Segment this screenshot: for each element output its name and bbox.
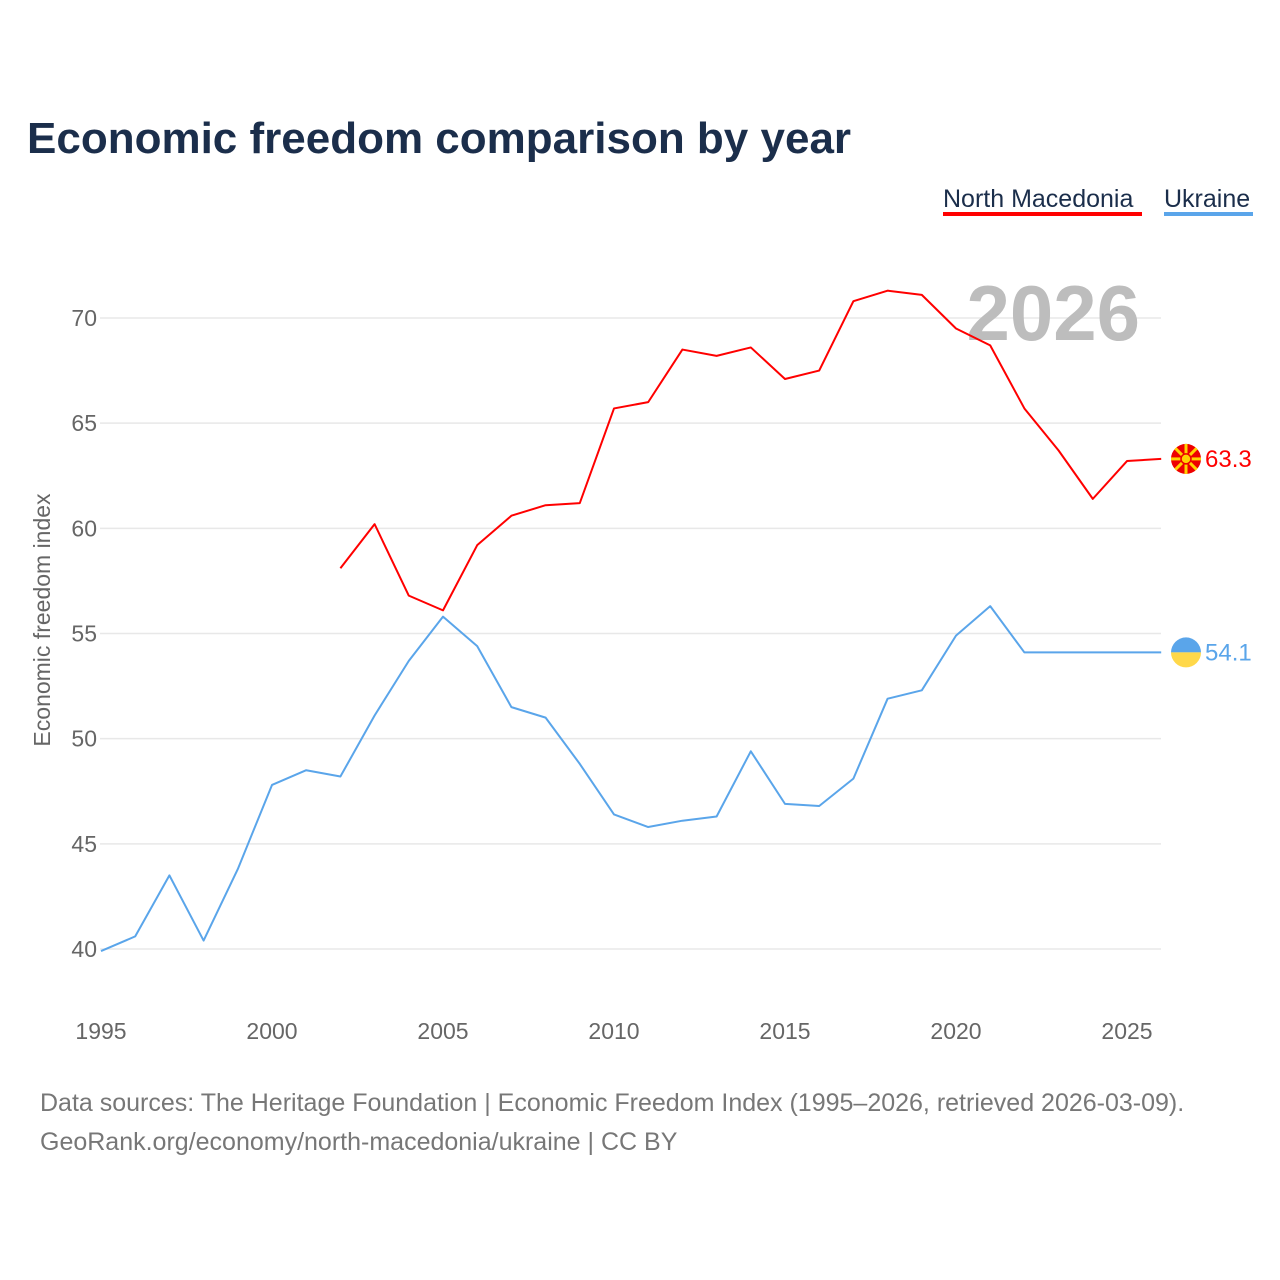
- north-macedonia-flag-icon: [1171, 443, 1201, 474]
- data-point: [885, 288, 891, 294]
- data-point: [919, 292, 925, 298]
- legend-label[interactable]: Ukraine: [1164, 185, 1250, 213]
- x-tick-label: 2005: [417, 1018, 468, 1044]
- data-point: [474, 643, 480, 649]
- data-point: [1124, 458, 1130, 464]
- series-line-0: [339, 289, 1162, 612]
- data-point: [782, 376, 788, 382]
- data-point: [1124, 649, 1130, 655]
- data-point: [543, 715, 549, 721]
- data-point: [1158, 649, 1164, 655]
- x-tick-label: 2025: [1101, 1018, 1152, 1044]
- series-line-1: [100, 605, 1162, 953]
- data-point: [645, 399, 651, 405]
- data-point: [885, 696, 891, 702]
- end-value-label: 54.1: [1205, 639, 1252, 666]
- gridlines: 40 45 50 55 60 65 70 1995 2000 2005 2010 2015 2020 20…: [71, 305, 1161, 1044]
- data-point: [372, 713, 378, 719]
- data-point: [714, 353, 720, 359]
- data-point: [714, 813, 720, 819]
- legend-item-1[interactable]: Ukraine: [1164, 185, 1253, 216]
- data-point: [98, 948, 104, 954]
- data-point: [1090, 496, 1096, 502]
- data-point: [748, 748, 754, 754]
- data-point: [201, 938, 207, 944]
- data-point: [953, 633, 959, 639]
- data-point: [611, 405, 617, 411]
- data-point: [303, 767, 309, 773]
- data-point: [508, 513, 514, 519]
- x-tick-label: 2020: [930, 1018, 981, 1044]
- data-point: [406, 658, 412, 664]
- data-point: [816, 368, 822, 374]
- data-point: [1090, 649, 1096, 655]
- chart-title: Economic freedom comparison by year: [27, 114, 851, 163]
- series-group: 63.3 54.1: [98, 288, 1252, 954]
- legend[interactable]: North Macedonia Ukraine: [943, 185, 1253, 216]
- data-point: [1158, 456, 1164, 462]
- y-tick-label: 45: [71, 831, 97, 857]
- y-tick-label: 70: [71, 305, 97, 331]
- source-line-2[interactable]: GeoRank.org/economy/north-macedonia/ukra…: [40, 1128, 678, 1156]
- y-tick-label: 60: [71, 515, 97, 541]
- data-point: [679, 818, 685, 824]
- y-tick-label: 65: [71, 410, 97, 436]
- data-point: [645, 824, 651, 830]
- data-point: [474, 542, 480, 548]
- x-tick-label: 2000: [246, 1018, 297, 1044]
- data-point: [816, 803, 822, 809]
- data-point: [850, 298, 856, 304]
- ukraine-flag-icon: [1171, 637, 1201, 668]
- data-point: [337, 774, 343, 780]
- data-point: [748, 344, 754, 350]
- x-tick-label: 2015: [759, 1018, 810, 1044]
- data-point: [543, 502, 549, 508]
- x-tick-label: 2010: [588, 1018, 639, 1044]
- data-point: [1056, 649, 1062, 655]
- data-point: [440, 614, 446, 620]
- data-point: [782, 801, 788, 807]
- data-point: [1056, 448, 1062, 454]
- data-point: [372, 521, 378, 527]
- end-value-label: 63.3: [1205, 446, 1252, 473]
- data-point: [577, 500, 583, 506]
- data-point: [577, 761, 583, 767]
- data-point: [987, 342, 993, 348]
- data-point: [919, 687, 925, 693]
- data-point: [337, 565, 343, 571]
- data-point: [406, 593, 412, 599]
- data-point: [1021, 649, 1027, 655]
- data-point: [132, 933, 138, 939]
- source-line-1: Data sources: The Heritage Foundation | …: [40, 1089, 1184, 1117]
- data-point: [269, 782, 275, 788]
- legend-label[interactable]: North Macedonia: [943, 185, 1133, 213]
- data-point: [679, 347, 685, 353]
- data-point: [1021, 405, 1027, 411]
- data-point: [235, 866, 241, 872]
- y-axis-label: Economic freedom index: [29, 493, 55, 747]
- y-tick-label: 40: [71, 936, 97, 962]
- y-tick-label: 55: [71, 621, 97, 647]
- x-tick-label: 1995: [75, 1018, 126, 1044]
- data-point: [508, 704, 514, 710]
- data-point: [440, 607, 446, 613]
- legend-item-0[interactable]: North Macedonia: [943, 185, 1142, 216]
- data-point: [611, 811, 617, 817]
- data-point: [166, 872, 172, 878]
- y-tick-label: 50: [71, 726, 97, 752]
- data-point: [953, 326, 959, 332]
- data-point: [850, 776, 856, 782]
- year-label: 2026: [966, 269, 1140, 357]
- data-point: [987, 603, 993, 609]
